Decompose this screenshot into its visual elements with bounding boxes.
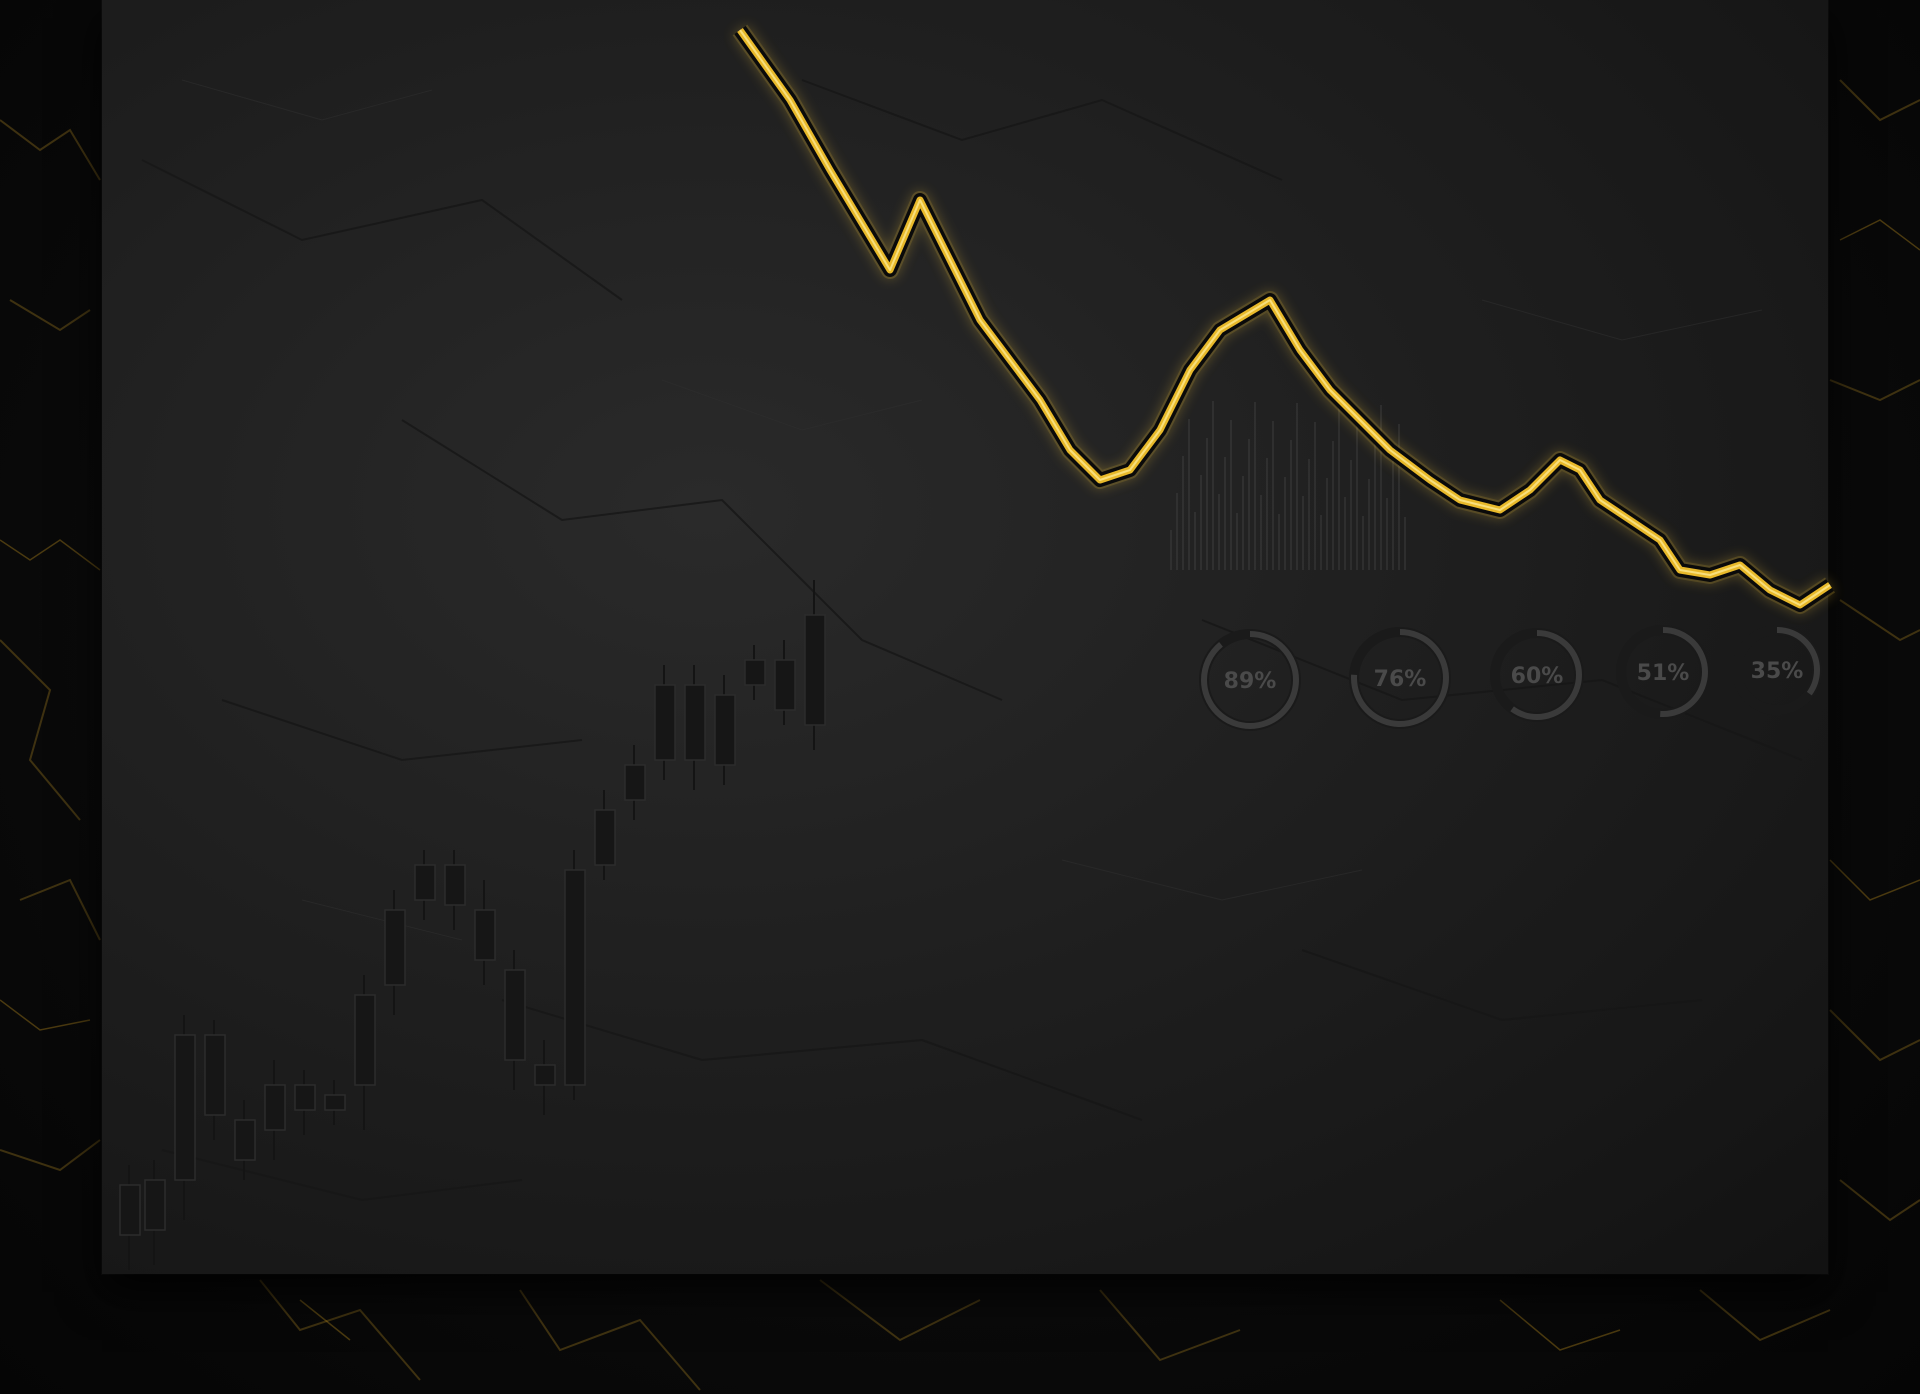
candle-body [504, 969, 526, 1061]
volume-bar [1170, 530, 1172, 570]
candle-body [534, 1064, 556, 1086]
candle-body [444, 864, 466, 906]
gauge-label: 89% [1224, 669, 1277, 694]
volume-bar [1404, 517, 1406, 570]
gauge-51: 51% [1616, 625, 1710, 719]
engraved-candlestick-chart [119, 580, 826, 1270]
volume-bar [1344, 497, 1346, 570]
candle-body [594, 809, 616, 866]
gauge-label: 60% [1511, 664, 1564, 689]
gold-crack-trendline [732, 24, 1835, 614]
gauge-ring [1734, 627, 1820, 713]
volume-bar [1278, 514, 1280, 570]
volume-bar [1296, 403, 1298, 570]
volume-bar [1248, 439, 1250, 570]
volume-bar [1254, 402, 1256, 570]
candle-body [804, 614, 826, 726]
candle-body [744, 659, 766, 686]
gauge-ring [1492, 630, 1582, 720]
volume-bar [1224, 457, 1226, 570]
engraved-volume-bars [1170, 401, 1406, 570]
volume-bar [1242, 476, 1244, 570]
volume-bar [1362, 516, 1364, 570]
volume-bar [1182, 456, 1184, 570]
volume-bar [1392, 461, 1394, 570]
volume-bar [1212, 401, 1214, 570]
candle-body [174, 1034, 196, 1181]
slab-texture [141, 79, 1803, 1202]
candle-body [474, 909, 496, 961]
gauge-ring [1201, 631, 1299, 729]
candle-body [234, 1119, 256, 1161]
candle-body [654, 684, 676, 761]
volume-bar [1272, 421, 1274, 570]
volume-bar [1284, 477, 1286, 570]
gauge-89: 89% [1199, 629, 1301, 731]
candle-body [119, 1184, 141, 1236]
volume-bar [1194, 512, 1196, 570]
candle-body [294, 1084, 316, 1111]
volume-bar [1206, 438, 1208, 570]
volume-bar [1332, 441, 1334, 570]
candle-body [684, 684, 706, 761]
gauge-60: 60% [1490, 628, 1584, 722]
gauge-label: 35% [1751, 659, 1804, 684]
candle-body [204, 1034, 226, 1116]
candle-body [414, 864, 436, 901]
volume-bar [1290, 440, 1292, 570]
gauge-ring [1618, 627, 1708, 717]
volume-bar [1356, 423, 1358, 570]
volume-bar [1266, 458, 1268, 570]
volume-bar [1380, 405, 1382, 570]
candle-body [624, 764, 646, 801]
volume-bar [1200, 475, 1202, 570]
volume-bar [1338, 404, 1340, 570]
volume-bar [1302, 496, 1304, 570]
candle-body [264, 1084, 286, 1131]
candle-body [384, 909, 406, 986]
candle-body [354, 994, 376, 1086]
volume-bar [1218, 494, 1220, 570]
gold-crack-highlight [739, 29, 1831, 606]
progress-gauges: 89% 76% 60% 51% 35% [1199, 625, 1822, 731]
volume-bar [1374, 442, 1376, 570]
volume-bar [1368, 479, 1370, 570]
gauge-76: 76% [1349, 627, 1451, 729]
volume-bar [1176, 493, 1178, 570]
gauge-35: 35% [1732, 625, 1822, 715]
volume-bar [1326, 478, 1328, 570]
volume-bar [1308, 459, 1310, 570]
candle-body [774, 659, 796, 711]
gauge-label: 51% [1637, 661, 1690, 686]
volume-bar [1236, 513, 1238, 570]
volume-bar [1386, 498, 1388, 570]
gauge-ring [1351, 629, 1449, 727]
volume-bar [1230, 420, 1232, 570]
candle-body [714, 694, 736, 766]
volume-bar [1320, 515, 1322, 570]
candle-body [324, 1094, 346, 1111]
volume-bar [1260, 495, 1262, 570]
candle-body [144, 1179, 166, 1231]
volume-bar [1314, 422, 1316, 570]
volume-bar [1350, 460, 1352, 570]
volume-bar [1188, 419, 1190, 570]
candle-body [564, 869, 586, 1086]
gauge-label: 76% [1374, 667, 1427, 692]
volume-bar [1398, 424, 1400, 570]
